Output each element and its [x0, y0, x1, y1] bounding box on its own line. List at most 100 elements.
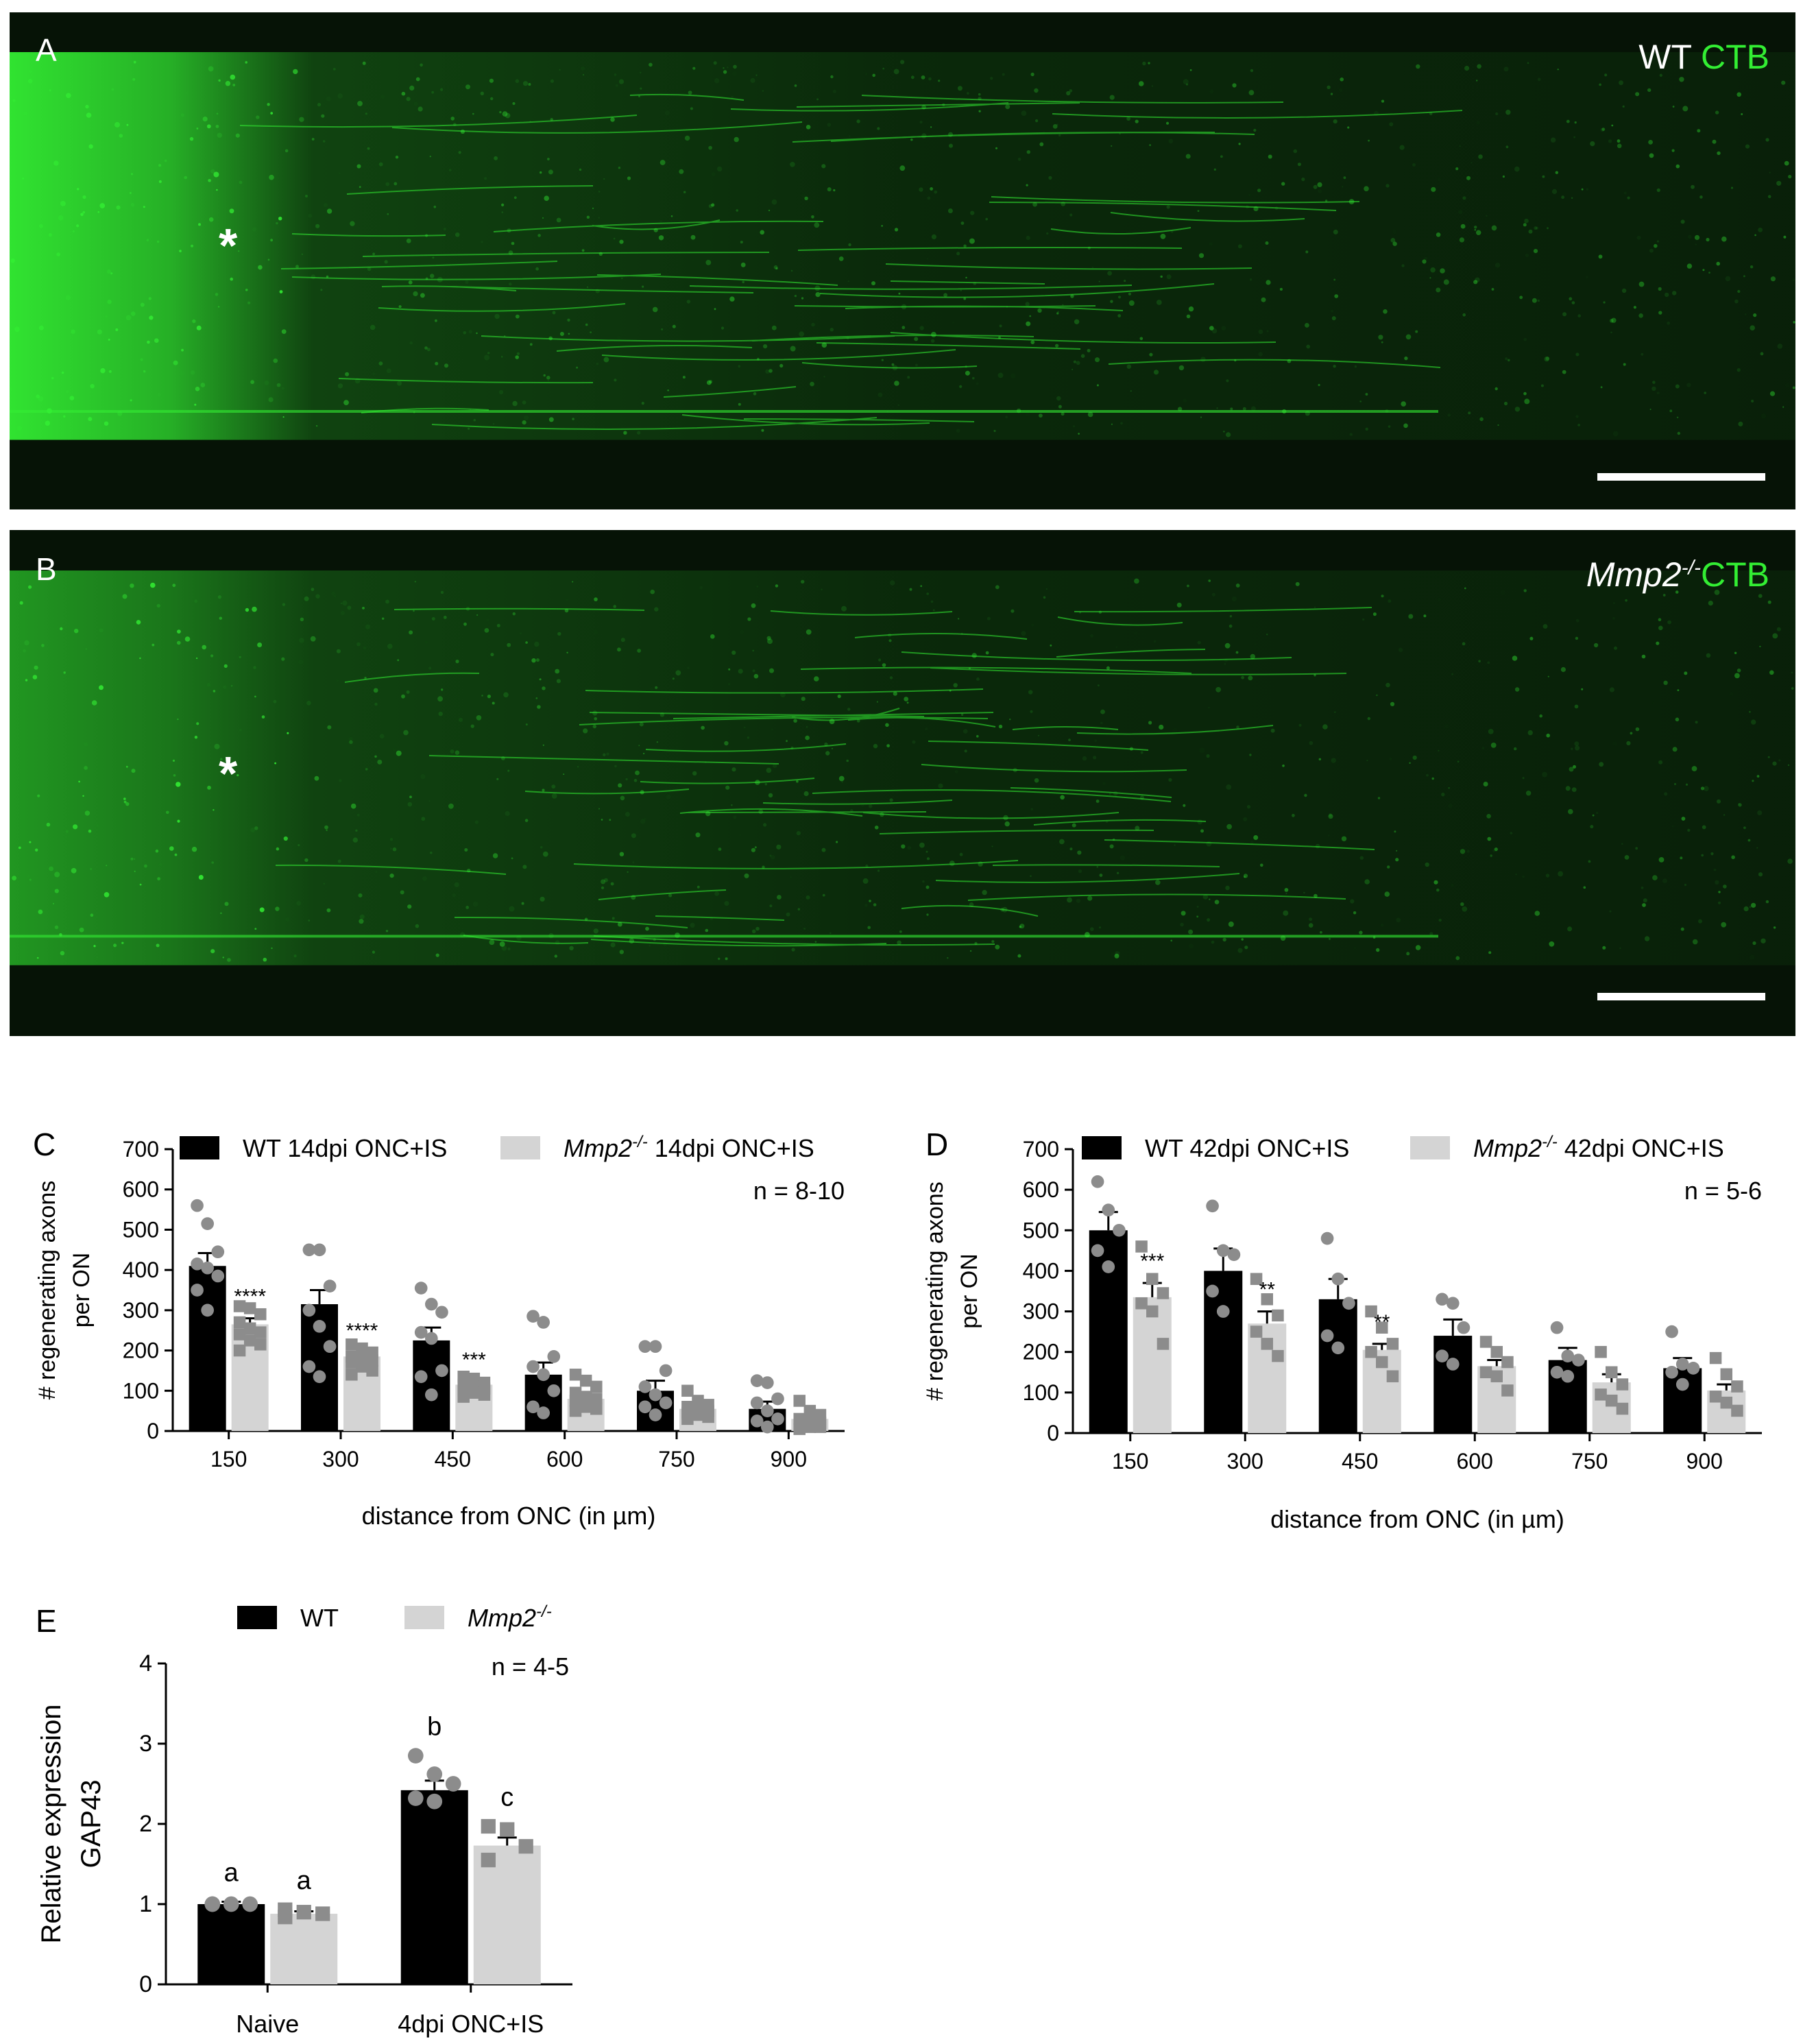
y-tick-label: 600 [123, 1177, 159, 1202]
y-tick-label: 300 [1023, 1299, 1059, 1324]
data-point-wt [426, 1793, 443, 1809]
data-point-wt [191, 1199, 204, 1212]
legend-swatch [180, 1136, 219, 1159]
axon-fibers [239, 93, 1463, 431]
data-point-mmp2 [296, 1905, 311, 1920]
y-tick-label: 100 [123, 1378, 159, 1403]
data-point-wt [1436, 1349, 1449, 1362]
data-point-wt [1102, 1260, 1115, 1273]
significance-stars: *** [1140, 1250, 1164, 1273]
data-point-mmp2 [233, 1300, 246, 1312]
data-point-mmp2 [579, 1374, 592, 1387]
data-point-mmp2 [579, 1391, 592, 1403]
data-point-mmp2 [590, 1402, 603, 1415]
data-point-mmp2 [1135, 1297, 1148, 1310]
data-point-wt [771, 1412, 784, 1426]
data-point-mmp2 [702, 1410, 714, 1423]
n-label: n = 8-10 [753, 1177, 845, 1205]
data-point-wt [1675, 1378, 1689, 1391]
data-point-wt [414, 1325, 428, 1339]
data-point-mmp2 [254, 1326, 267, 1338]
data-point-wt [1457, 1321, 1471, 1334]
data-point-wt [242, 1896, 258, 1912]
data-point-mmp2 [1595, 1345, 1607, 1358]
nerve-tissue [10, 570, 1795, 965]
y-tick-label: 400 [123, 1258, 159, 1282]
data-point-wt [201, 1261, 214, 1275]
legend-swatch [1082, 1136, 1122, 1159]
data-point-wt [302, 1360, 316, 1373]
bar-mmp2 [1133, 1297, 1172, 1433]
data-point-mmp2 [1616, 1378, 1629, 1391]
data-point-mmp2 [1606, 1394, 1618, 1407]
data-point-mmp2 [1376, 1356, 1388, 1369]
data-point-mmp2 [1272, 1309, 1284, 1322]
significance-letter: a [224, 1858, 239, 1887]
data-point-mmp2 [243, 1322, 256, 1335]
data-point-mmp2 [1479, 1366, 1492, 1379]
x-tick-label: 600 [546, 1447, 583, 1471]
x-tick-label: 900 [771, 1447, 807, 1471]
significance-letter: b [427, 1713, 441, 1742]
legend-label: WT 42dpi ONC+IS [1145, 1134, 1349, 1162]
data-point-wt [527, 1360, 540, 1373]
data-point-mmp2 [500, 1822, 515, 1837]
data-point-wt [547, 1384, 561, 1397]
data-point-wt [201, 1217, 214, 1230]
data-point-wt [1331, 1341, 1345, 1355]
data-point-mmp2 [569, 1404, 582, 1417]
data-point-mmp2 [1376, 1321, 1388, 1334]
panel-letter-b: B [36, 551, 57, 587]
x-tick-label: 150 [1112, 1449, 1148, 1474]
data-point-mmp2 [590, 1380, 603, 1393]
data-point-wt [1665, 1365, 1678, 1379]
significance-stars: **** [346, 1320, 378, 1343]
bar-wt [1204, 1271, 1243, 1433]
bar-wt [400, 1790, 468, 1984]
y-tick-label: 500 [123, 1217, 159, 1242]
data-point-mmp2 [793, 1423, 806, 1435]
y-axis-label: # regenerating axons [922, 1181, 948, 1400]
fluorescent-speckles [12, 578, 1794, 962]
data-point-mmp2 [468, 1386, 481, 1399]
significance-letter: a [297, 1866, 312, 1895]
data-point-wt [1675, 1358, 1689, 1371]
panel-b-caption: Mmp2-/-CTB [1586, 555, 1769, 594]
data-point-wt [537, 1406, 550, 1419]
crush-site-marker-a: * [219, 219, 238, 272]
legend-label: Mmp2-/- [468, 1602, 552, 1632]
y-tick-label: 100 [1023, 1380, 1059, 1405]
significance-stars: *** [462, 1349, 486, 1371]
data-point-wt [313, 1370, 326, 1384]
data-point-mmp2 [1490, 1370, 1503, 1382]
axon-fibers [275, 607, 1375, 947]
data-point-mmp2 [814, 1421, 827, 1433]
y-tick-label: 2 [139, 1811, 152, 1837]
panel-a-stain: CTB [1701, 38, 1769, 76]
micrograph-mmp2-ctb: B Mmp2-/-CTB * [10, 530, 1795, 1036]
legend-label: WT [300, 1604, 339, 1632]
data-point-mmp2 [1365, 1345, 1377, 1358]
chart-d: D 0 100 200 300 400 500 600 700 # regenerating ax… [922, 1127, 1762, 1533]
x-tick-label: 300 [322, 1447, 359, 1471]
data-point-mmp2 [1365, 1305, 1377, 1318]
data-point-wt [527, 1310, 540, 1323]
chart-e: E 0 1 2 3 4 Relative expression GAP43 n = 4-5 WT M… [36, 1602, 572, 2038]
bar-mmp2 [270, 1914, 338, 1984]
nerve-edge [10, 935, 1438, 938]
data-point-mmp2 [692, 1408, 704, 1421]
x-tick-label: 600 [1457, 1449, 1493, 1474]
data-point-mmp2 [1135, 1240, 1148, 1253]
n-label: n = 5-6 [1684, 1177, 1762, 1205]
data-point-wt [1320, 1231, 1334, 1245]
data-point-wt [302, 1303, 316, 1317]
data-point-mmp2 [478, 1388, 491, 1401]
data-point-wt [537, 1368, 550, 1382]
y-axis-label: per ON [956, 1253, 982, 1329]
x-tick-label: 750 [658, 1447, 694, 1471]
scale-bar-b [1597, 993, 1765, 1000]
significance-stars: ** [1374, 1311, 1390, 1334]
data-point-mmp2 [1261, 1293, 1273, 1306]
crush-site-marker-b: * [219, 747, 238, 800]
data-point-mmp2 [457, 1391, 470, 1403]
